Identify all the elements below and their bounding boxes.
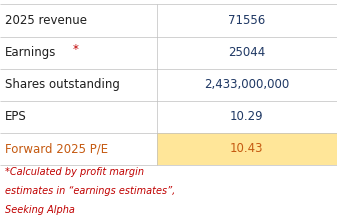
Text: Seeking Alpha: Seeking Alpha [5, 205, 75, 214]
Text: 10.43: 10.43 [230, 142, 264, 156]
Text: 10.29: 10.29 [230, 110, 264, 123]
Text: Earnings: Earnings [5, 46, 56, 59]
Text: EPS: EPS [5, 110, 27, 123]
Text: 2,433,000,000: 2,433,000,000 [204, 78, 289, 91]
Text: Shares outstanding: Shares outstanding [5, 78, 120, 91]
Text: *Calculated by profit margin: *Calculated by profit margin [5, 167, 144, 177]
Text: estimates in “earnings estimates”,: estimates in “earnings estimates”, [5, 186, 175, 196]
Text: 25044: 25044 [228, 46, 266, 59]
Text: 71556: 71556 [228, 14, 266, 27]
Text: Forward 2025 P/E: Forward 2025 P/E [5, 142, 108, 156]
Text: *: * [72, 43, 78, 56]
Text: 2025 revenue: 2025 revenue [5, 14, 87, 27]
